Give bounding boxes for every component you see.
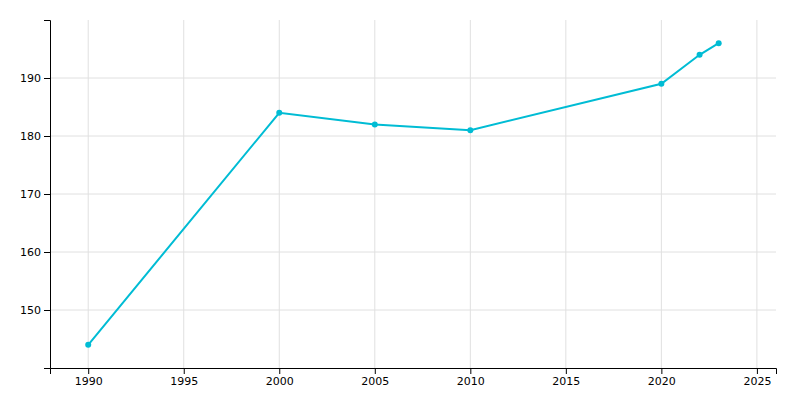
chart-svg: 1990 1995 2000 2005 2010 2015 2020 2025 150 160 17… <box>0 0 800 400</box>
y-tick-mark <box>44 194 50 195</box>
x-tick-label: 2000 <box>266 375 294 388</box>
x-tick-label: 2020 <box>648 375 676 388</box>
y-tick: 170 <box>20 188 50 201</box>
x-tick-mark <box>88 368 89 374</box>
x-tick-mark <box>184 368 185 374</box>
y-tick: 180 <box>20 130 50 143</box>
x-tick-mark <box>566 368 567 374</box>
point <box>658 81 664 87</box>
y-axis: 150 160 170 180 190 <box>20 21 51 369</box>
y-tick-label: 160 <box>20 246 41 259</box>
x-tick-label: 1990 <box>75 375 103 388</box>
x-tick: 2015 <box>552 368 580 388</box>
x-tick-mark <box>279 368 280 374</box>
x-tick-label: 2015 <box>552 375 580 388</box>
point <box>276 110 282 116</box>
y-tick-mark <box>44 136 50 137</box>
grid-line-y <box>50 194 776 195</box>
y-tick: 190 <box>20 72 50 85</box>
y-tick-label: 170 <box>20 188 41 201</box>
x-tick-mark <box>661 368 662 374</box>
x-tick-label: 2010 <box>457 375 485 388</box>
grid <box>50 20 776 368</box>
point <box>85 342 91 348</box>
x-tick: 2005 <box>361 368 389 388</box>
marks <box>85 40 721 348</box>
x-tick-label: 2025 <box>743 375 771 388</box>
point <box>697 52 703 58</box>
y-tick-mark <box>44 310 50 311</box>
x-tick-mark <box>757 368 758 374</box>
x-tick: 2020 <box>648 368 676 388</box>
chart-container: 1990 1995 2000 2005 2010 2015 2020 2025 150 160 17… <box>0 0 800 400</box>
x-tick-label: 2005 <box>361 375 389 388</box>
point <box>372 121 378 127</box>
x-tick-mark <box>375 368 376 374</box>
y-tick: 150 <box>20 304 50 317</box>
x-axis-line <box>51 369 777 375</box>
y-tick-label: 150 <box>20 304 41 317</box>
x-tick: 1990 <box>75 368 103 388</box>
point <box>467 127 473 133</box>
line <box>88 43 718 345</box>
grid-line-y <box>50 252 776 253</box>
y-tick: 160 <box>20 246 50 259</box>
x-tick: 2000 <box>266 368 294 388</box>
x-tick: 1995 <box>170 368 198 388</box>
x-tick: 2010 <box>457 368 485 388</box>
plot-area: 1990 1995 2000 2005 2010 2015 2020 2025 150 160 17… <box>20 20 777 388</box>
y-tick-label: 190 <box>20 72 41 85</box>
y-tick-mark <box>44 78 50 79</box>
x-tick-mark <box>470 368 471 374</box>
x-axis: 1990 1995 2000 2005 2010 2015 2020 2025 <box>51 368 777 388</box>
y-tick-mark <box>44 252 50 253</box>
y-tick-label: 180 <box>20 130 41 143</box>
grid-line-y <box>50 136 776 137</box>
x-tick: 2025 <box>743 368 771 388</box>
y-axis-line <box>44 21 51 369</box>
grid-line-y <box>50 310 776 311</box>
point <box>716 40 722 46</box>
x-tick-label: 1995 <box>170 375 198 388</box>
